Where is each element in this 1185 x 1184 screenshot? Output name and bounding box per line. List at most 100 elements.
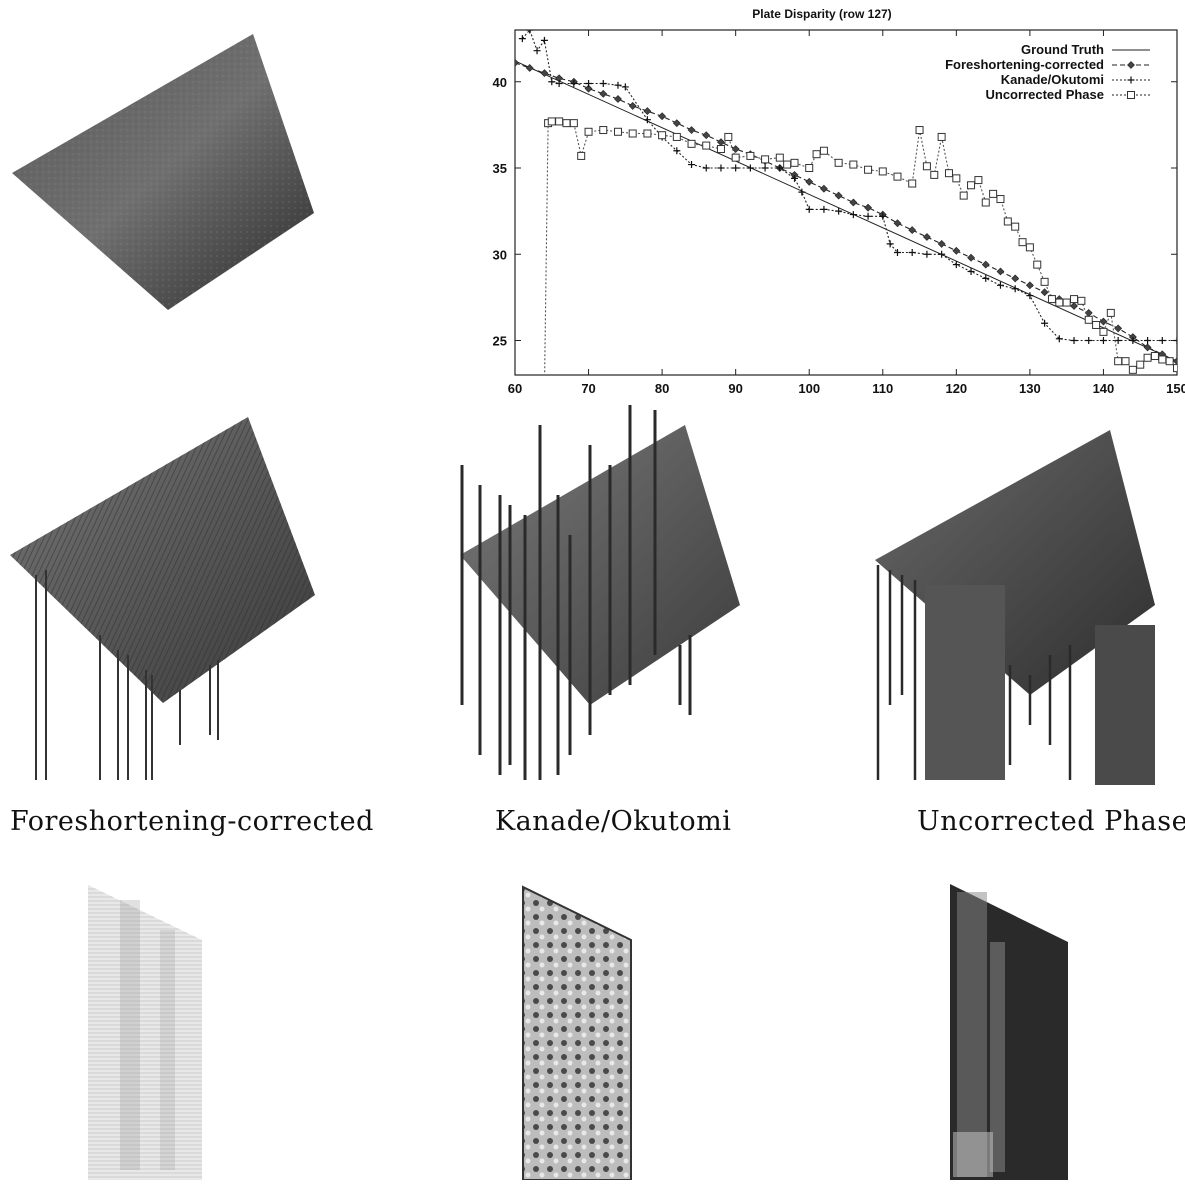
uncorrected-phase-surface — [870, 425, 1165, 785]
kanade-okutomi-point — [526, 30, 534, 34]
x-tick-label: 150 — [1166, 381, 1185, 396]
kanade-okutomi-point — [717, 164, 725, 172]
uncorrected-phase-point — [805, 164, 814, 172]
foreshortening-corrected-point — [849, 198, 858, 207]
kanade-okutomi-point — [923, 250, 931, 258]
kanade-okutomi-error-map — [518, 885, 638, 1181]
caption-foreshortening-corrected: Foreshortening-corrected — [10, 806, 374, 837]
foreshortening-corrected-point — [893, 219, 902, 228]
uncorrected-phase-point — [687, 139, 696, 148]
kanade-okutomi-point — [1144, 337, 1152, 344]
legend-label-foreshortening-corrected: Foreshortening-corrected — [945, 57, 1104, 72]
legend-kanade-okutomi-point — [1127, 76, 1135, 84]
foreshortening-corrected-point — [702, 131, 711, 140]
uncorrected-phase-point — [1099, 327, 1108, 336]
chart-legend: Ground TruthForeshortening-correctedKana… — [945, 42, 1150, 102]
uncorrected-phase-point — [1055, 298, 1064, 307]
kanade-okutomi-point — [1041, 319, 1049, 327]
kanade-okutomi-point — [1070, 337, 1078, 344]
uncorrected-phase-point — [1062, 298, 1071, 307]
uncorrected-phase-point — [658, 131, 667, 140]
uncorrected-phase-point — [915, 126, 924, 135]
uncorrected-phase-point — [893, 172, 902, 181]
kanade-okutomi-point — [621, 83, 629, 91]
uncorrected-phase-point — [952, 174, 961, 183]
y-tick-label: 35 — [493, 161, 507, 176]
kanade-okutomi-point — [820, 205, 828, 213]
foreshortening-corrected-point — [1173, 357, 1177, 366]
uncorrected-phase-point — [1128, 365, 1137, 374]
uncorrected-phase-point — [1143, 353, 1152, 362]
kanade-okutomi-point — [1026, 292, 1034, 300]
uncorrected-phase-point — [1025, 243, 1034, 252]
x-tick-label: 100 — [798, 381, 820, 396]
kanade-okutomi-point — [967, 268, 975, 275]
uncorrected-phase-point — [834, 158, 843, 167]
kanade-okutomi-point — [1099, 337, 1107, 344]
uncorrected-phase-point — [967, 181, 976, 190]
kanade-okutomi-point — [791, 174, 799, 182]
uncorrected-phase-point — [643, 129, 652, 138]
uncorrected-phase-point — [761, 155, 770, 164]
uncorrected-phase-point — [783, 160, 792, 169]
ground-truth-line — [515, 60, 1177, 362]
uncorrected-phase-point — [541, 389, 548, 396]
kanade-okutomi-point — [702, 164, 710, 172]
uncorrected-phase-point — [599, 126, 608, 135]
kanade-okutomi-point — [776, 164, 784, 172]
y-tick-label: 25 — [493, 334, 507, 349]
kanade-okutomi-point — [761, 164, 769, 172]
kanade-okutomi-point — [533, 47, 541, 55]
kanade-okutomi-point — [540, 36, 548, 44]
kanade-okutomi-point — [555, 79, 563, 87]
foreshortening-corrected-point — [628, 101, 637, 110]
ground-truth-series — [515, 60, 1177, 362]
foreshortening-corrected-point — [1070, 302, 1078, 310]
kanade-okutomi-point — [1114, 337, 1122, 344]
x-tick-label: 140 — [1093, 381, 1115, 396]
foreshortening-corrected-point — [1114, 324, 1123, 333]
uncorrected-phase-point — [974, 176, 983, 185]
foreshortening-corrected-point — [515, 58, 519, 67]
uncorrected-phase-point — [577, 151, 586, 160]
kanade-okutomi-point — [893, 249, 901, 257]
uncorrected-phase-point — [547, 117, 556, 126]
caption-uncorrected-phase: Uncorrected Phase — [917, 806, 1185, 837]
foreshortening-corrected-point — [1011, 274, 1020, 283]
uncorrected-phase-point — [1092, 320, 1101, 329]
kanade-okutomi-point — [849, 211, 857, 219]
kanade-okutomi-point — [548, 78, 556, 86]
uncorrected-phase-point — [989, 189, 998, 198]
uncorrected-phase-point — [1077, 296, 1086, 305]
kanade-okutomi-point — [952, 261, 960, 269]
uncorrected-phase-point — [613, 127, 622, 136]
kanade-okutomi-point — [886, 240, 894, 248]
plot-frame — [514, 29, 1178, 376]
uncorrected-phase-point — [996, 195, 1005, 204]
legend-label-uncorrected-phase: Uncorrected Phase — [986, 87, 1105, 102]
foreshortening-corrected-point — [717, 138, 725, 147]
foreshortening-corrected-point — [599, 89, 608, 98]
uncorrected-phase-point — [1173, 364, 1177, 373]
uncorrected-phase-point — [819, 146, 828, 155]
chart-title: Plate Disparity (row 127) — [752, 7, 891, 21]
kanade-okutomi-point — [643, 116, 651, 124]
uncorrected-phase-point — [1136, 360, 1145, 369]
foreshortening-corrected-point — [908, 226, 917, 235]
foreshortening-corrected-point — [525, 64, 534, 72]
y-tick-label: 40 — [493, 75, 507, 90]
kanade-okutomi-point — [982, 274, 990, 282]
uncorrected-phase-point — [812, 150, 821, 159]
kanade-okutomi-point — [1158, 337, 1166, 344]
foreshortening-corrected-point — [820, 184, 828, 193]
x-tick-label: 60 — [508, 381, 522, 396]
foreshortening-corrected-point — [967, 253, 975, 262]
uncorrected-phase-point — [746, 151, 755, 160]
foreshortening-corrected-point — [658, 112, 667, 121]
uncorrected-phase-point — [1114, 357, 1123, 366]
foreshortening-corrected-point — [1040, 288, 1049, 297]
foreshortening-corrected-point — [922, 233, 931, 241]
uncorrected-phase-point — [1084, 315, 1093, 324]
uncorrected-phase-point — [562, 119, 571, 128]
x-tick-label: 120 — [945, 381, 967, 396]
